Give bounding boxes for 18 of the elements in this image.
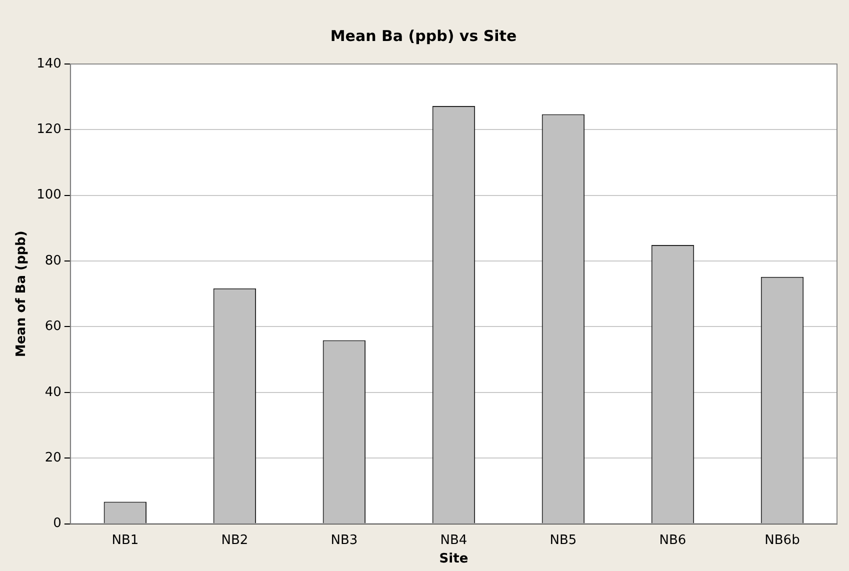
y-tick-label: 80 — [44, 253, 62, 268]
x-axis-title: Site — [439, 552, 468, 567]
y-tick-label: 40 — [44, 384, 62, 400]
x-tick-label: NB6 — [659, 532, 686, 548]
chart-title: Mean Ba (ppb) vs Site — [330, 26, 517, 45]
y-tick-label: 140 — [36, 56, 62, 72]
x-tick-label: NB1 — [112, 532, 139, 548]
x-tick-label: NB6b — [764, 532, 800, 548]
x-tick-label: NB3 — [330, 532, 358, 548]
y-tick-label: 120 — [36, 122, 62, 138]
y-axis-title: Mean of Ba (ppb) — [14, 230, 30, 358]
y-tick-label: 0 — [53, 516, 62, 532]
x-tick-label: NB2 — [221, 532, 248, 548]
y-tick-label: 20 — [44, 450, 62, 466]
y-tick-label: 100 — [36, 188, 62, 203]
x-tick-label: NB5 — [550, 532, 577, 548]
x-tick-label: NB4 — [440, 532, 468, 548]
y-tick-label: 60 — [44, 319, 62, 334]
